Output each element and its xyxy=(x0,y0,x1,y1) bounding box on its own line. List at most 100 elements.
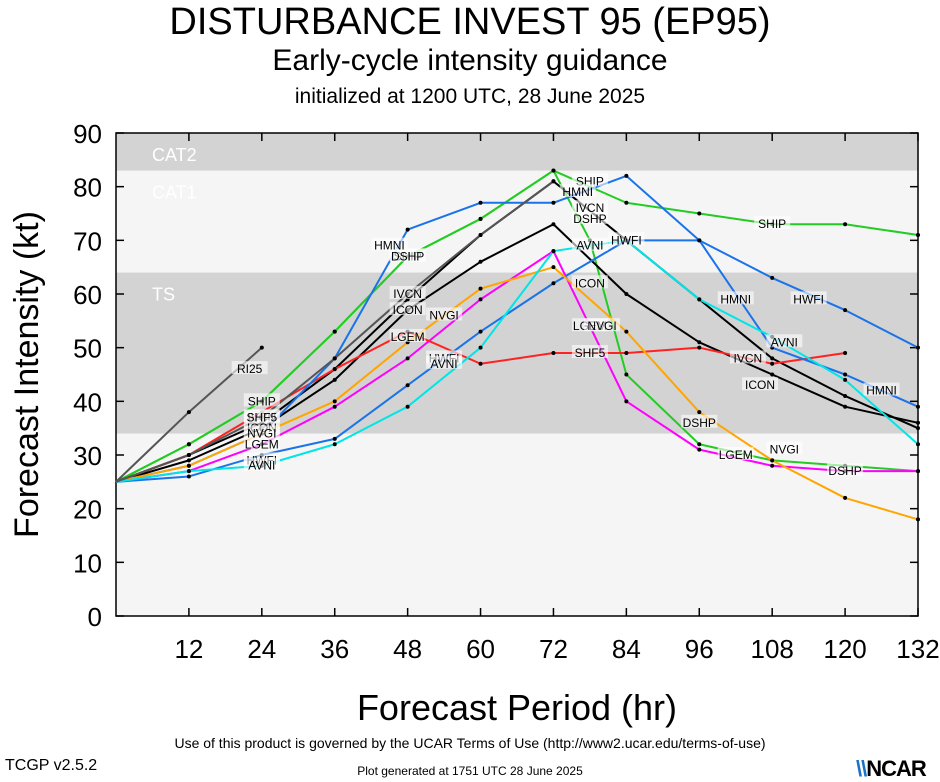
series-label: NVGI xyxy=(247,427,276,441)
series-label-bg xyxy=(742,377,779,391)
data-point xyxy=(551,351,556,356)
data-point xyxy=(770,463,775,468)
series-label-bg xyxy=(571,237,608,251)
series-label-group: IVCN xyxy=(729,350,766,365)
series-label-group: HWFI xyxy=(790,291,827,306)
series-label: IVCN xyxy=(734,351,763,365)
data-point xyxy=(843,393,848,398)
series-label-bg xyxy=(571,173,608,187)
data-point xyxy=(405,227,410,232)
series-label-group: HMNI xyxy=(863,382,900,398)
band-label-cat2: CAT2 xyxy=(152,145,197,165)
y-tick-label: 60 xyxy=(73,280,102,310)
series-label-bg xyxy=(243,457,280,471)
data-point xyxy=(332,377,337,382)
data-point xyxy=(697,340,702,345)
series-label-bg xyxy=(571,275,608,289)
data-point xyxy=(478,286,483,291)
series-label-group: NVGI xyxy=(766,441,803,457)
y-tick-label: 10 xyxy=(73,548,102,578)
series-label-bg xyxy=(766,441,803,455)
series-label: LGEM xyxy=(719,448,753,462)
series-label-bg xyxy=(766,334,803,348)
series-label: HMNI xyxy=(720,292,751,306)
series-label-bg xyxy=(243,409,280,423)
series-label-bg xyxy=(584,318,621,332)
data-point xyxy=(551,168,556,173)
data-point xyxy=(697,297,702,302)
series-label: DSHP xyxy=(828,464,861,478)
series-label-group: ICON xyxy=(742,377,779,392)
series-label-bg xyxy=(863,382,900,396)
series-label: HMNI xyxy=(562,185,593,199)
y-tick-label: 50 xyxy=(73,334,102,364)
plot-frame xyxy=(115,132,919,617)
x-tick-label: 36 xyxy=(320,634,349,664)
series-label-group: DSHP xyxy=(389,248,426,263)
series-label: AVNI xyxy=(431,357,458,371)
data-point xyxy=(186,458,191,463)
x-axis-label: Forecast Period (hr) xyxy=(357,687,677,728)
series-label-group: ICON xyxy=(571,275,608,290)
series-label: SHIP xyxy=(758,217,786,231)
data-point xyxy=(697,345,702,350)
series-label: NVGI xyxy=(770,443,799,457)
series-label-group: SHIP xyxy=(243,393,280,408)
series-label: HWFI xyxy=(611,233,642,247)
data-point xyxy=(332,367,337,372)
series-label: ICON xyxy=(745,378,775,392)
data-point xyxy=(843,377,848,382)
series-label: SHF5 xyxy=(575,346,606,360)
series-label: DSHP xyxy=(683,416,716,430)
generated-time: Plot generated at 1751 UTC 28 June 2025 xyxy=(357,764,583,778)
series-label-group: ICON xyxy=(389,302,426,317)
data-point xyxy=(186,410,191,415)
data-point xyxy=(332,329,337,334)
series-label: AVNI xyxy=(248,459,275,473)
data-point xyxy=(916,426,920,431)
series-label: IVCN xyxy=(393,287,422,301)
x-tick-label: 24 xyxy=(247,634,276,664)
data-point xyxy=(624,372,629,377)
data-point xyxy=(478,329,483,334)
data-point xyxy=(916,517,920,522)
series-label-bg xyxy=(243,393,280,407)
series-label: NVGI xyxy=(587,319,616,333)
data-point xyxy=(624,329,629,334)
data-point xyxy=(551,249,556,254)
data-point xyxy=(624,173,629,178)
x-tick-label: 72 xyxy=(539,634,568,664)
data-point xyxy=(843,222,848,227)
series-label-group: NVGI xyxy=(584,318,621,333)
band-cat2 xyxy=(116,133,918,171)
series-label: RI25 xyxy=(237,362,263,376)
series-label-group: RI25 xyxy=(231,361,268,376)
series-label-group: HMNI xyxy=(717,291,754,306)
series-label-bg xyxy=(389,302,426,316)
data-point xyxy=(332,399,337,404)
y-tick-label: 0 xyxy=(88,602,102,632)
series-label-bg xyxy=(790,291,827,305)
data-point xyxy=(916,442,920,447)
series-label: NVGI xyxy=(429,308,458,322)
series-label-group: AVNI xyxy=(243,457,280,473)
data-point xyxy=(916,345,920,350)
data-point xyxy=(478,297,483,302)
series-label-bg xyxy=(717,447,754,460)
series-label: SHF5 xyxy=(246,410,277,424)
series-label: DSHP xyxy=(391,249,424,263)
x-tick-label: 84 xyxy=(612,634,641,664)
series-label: HWFI xyxy=(793,292,824,306)
series-label-group: HMNI xyxy=(559,184,596,199)
data-point xyxy=(551,281,556,286)
band-cat1 xyxy=(116,170,918,273)
chart-subtitle: Early-cycle intensity guidance xyxy=(272,44,668,77)
series-label-group: DSHP xyxy=(827,463,864,478)
series-label-group: AVNI xyxy=(571,237,608,253)
data-point xyxy=(916,232,920,237)
data-point xyxy=(478,200,483,205)
series-label-bg xyxy=(827,463,864,477)
series-label-group: DSHP xyxy=(681,414,718,430)
data-point xyxy=(551,200,556,205)
